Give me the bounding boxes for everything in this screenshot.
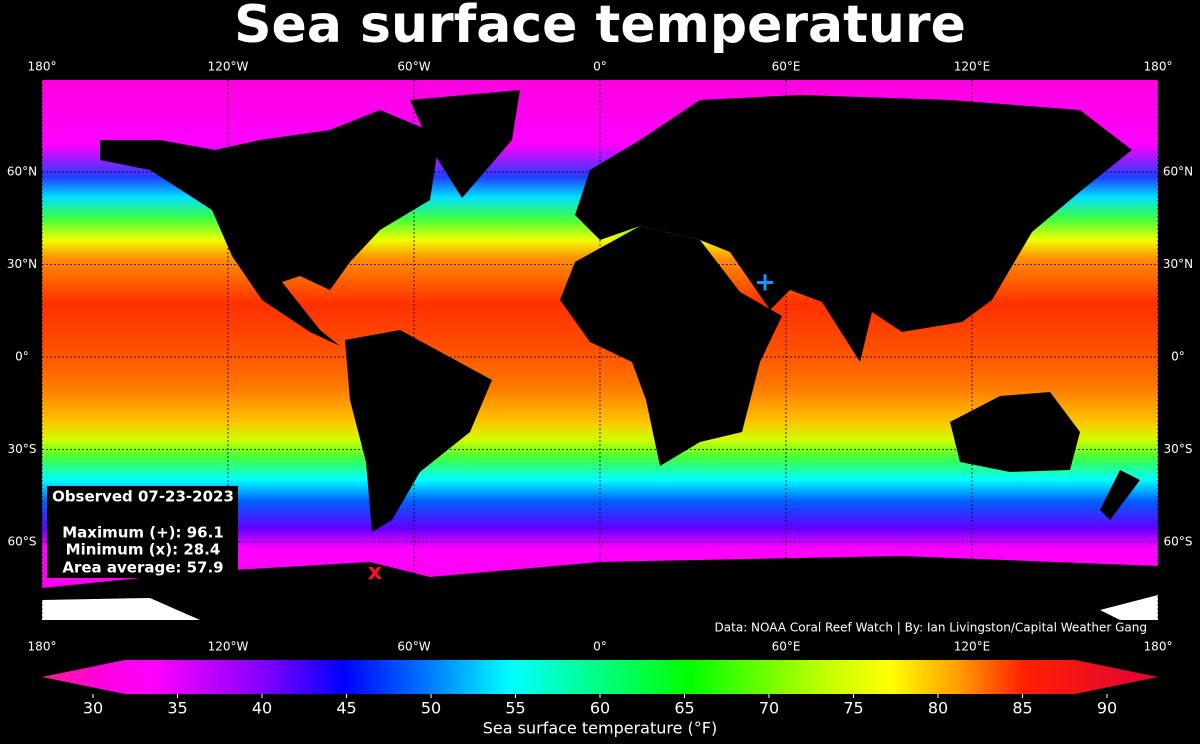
lon-label-top: 120°W [208, 60, 249, 74]
maximum: Maximum (+): 96.1 [62, 524, 224, 542]
colorbar-tick-label: 40 [252, 699, 272, 718]
lon-label-bottom: 120°E [954, 640, 991, 654]
lon-label-top: 60°W [397, 60, 430, 74]
colorbar-tick-label: 35 [167, 699, 187, 718]
lon-label-bottom: 60°E [772, 640, 801, 654]
map: + x Observed 07-23-2023 Maximum (+): 96.… [41, 80, 1159, 635]
lon-label-bottom: 60°W [397, 640, 430, 654]
colorbar-tick-label: 55 [505, 699, 525, 718]
colorbar-tick-label: 65 [674, 699, 694, 718]
title: Sea surface temperature [234, 0, 966, 55]
lat-label-right: 60°N [1163, 165, 1193, 179]
max-marker: + [754, 268, 776, 298]
lat-label-right: 30°S [1164, 442, 1193, 456]
colorbar-tick-label: 85 [1012, 699, 1032, 718]
lat-label-right: 60°S [1164, 534, 1193, 548]
colorbar-label: Sea surface temperature (°F) [483, 719, 717, 738]
lon-label-top: 60°E [772, 60, 801, 74]
colorbar-tick-label: 60 [590, 699, 610, 718]
lon-label-bottom: 180° [28, 640, 57, 654]
lon-label-top: 180° [1144, 60, 1173, 74]
lon-label-top: 120°E [954, 60, 991, 74]
land [42, 90, 1158, 620]
lat-label-left: 0° [15, 350, 29, 364]
minimum: Minimum (x): 28.4 [66, 541, 221, 559]
lon-label-top: 0° [593, 60, 607, 74]
colorbar-tick-label: 70 [759, 699, 779, 718]
lon-label-top: 180° [28, 60, 57, 74]
lat-label-left: 60°N [7, 165, 37, 179]
colorbar-tick-label: 30 [83, 699, 103, 718]
credit: Data: NOAA Coral Reef Watch | By: Ian Li… [715, 621, 1147, 635]
lon-label-bottom: 180° [1144, 640, 1173, 654]
min-marker: x [368, 560, 382, 585]
area-average: Area average: 57.9 [62, 559, 223, 577]
lat-label-left: 30°S [8, 442, 37, 456]
colorbar-tick-label: 75 [843, 699, 863, 718]
lat-label-right: 0° [1171, 350, 1185, 364]
colorbar-tick-label: 80 [928, 699, 948, 718]
colorbar-tick-label: 45 [336, 699, 356, 718]
lat-label-left: 30°N [7, 257, 37, 271]
lat-label-right: 30°N [1163, 257, 1193, 271]
info-box [47, 486, 238, 578]
observed-date: Observed 07-23-2023 [52, 488, 234, 506]
colorbar-tick-label: 90 [1097, 699, 1117, 718]
lon-label-bottom: 0° [593, 640, 607, 654]
lon-label-bottom: 120°W [208, 640, 249, 654]
colorbar-tick-label: 50 [421, 699, 441, 718]
colorbar [42, 660, 1158, 694]
lat-label-left: 60°S [8, 534, 37, 548]
